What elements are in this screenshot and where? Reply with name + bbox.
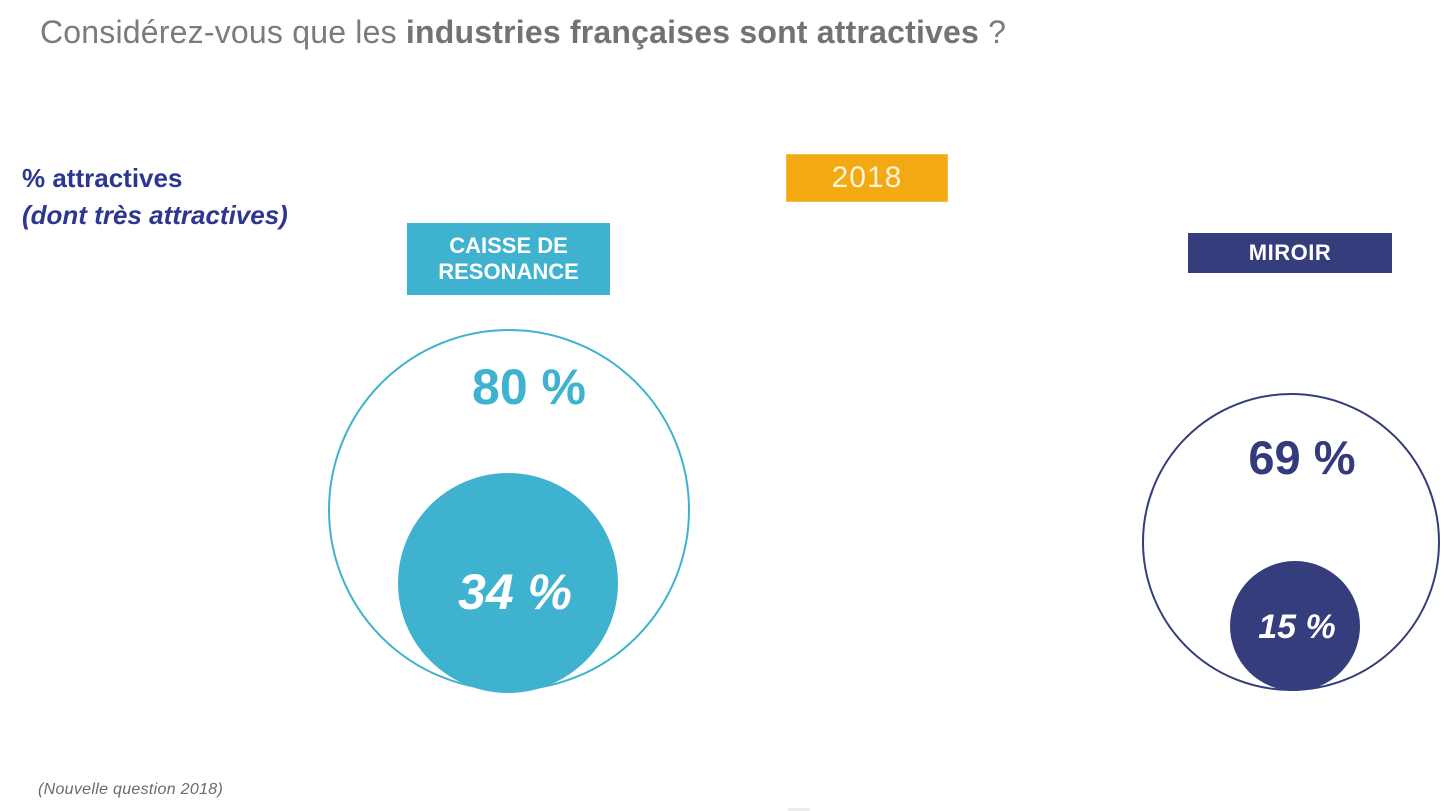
cropped-footer-artifact: [788, 808, 810, 811]
footnote: (Nouvelle question 2018): [38, 781, 224, 798]
year-badge: 2018: [786, 154, 948, 202]
metric-label-line2: (dont très attractives): [22, 200, 288, 230]
caisse-inner-bubble: [398, 473, 618, 693]
title-prefix: Considérez-vous que les: [40, 14, 406, 50]
page-title: Considérez-vous que les industries franç…: [40, 14, 1006, 51]
metric-label: % attractives (dont très attractives): [22, 160, 288, 234]
miroir-inner-bubble: [1230, 561, 1360, 691]
title-suffix: ?: [979, 14, 1007, 50]
metric-label-line1: % attractives: [22, 163, 183, 193]
miroir-attractives-value: 69 %: [1248, 431, 1356, 484]
title-emphasis: industries françaises sont attractives: [405, 14, 980, 50]
miroir-tres-attractives-value: 15 %: [1258, 608, 1336, 646]
caisse-tres-attractives-value: 34 %: [458, 564, 572, 620]
group-label-miroir: MIROIR: [1188, 233, 1392, 273]
caisse-attractives-value: 80 %: [472, 359, 586, 415]
group-label-caisse-de-resonance: CAISSE DE RESONANCE: [407, 223, 610, 295]
